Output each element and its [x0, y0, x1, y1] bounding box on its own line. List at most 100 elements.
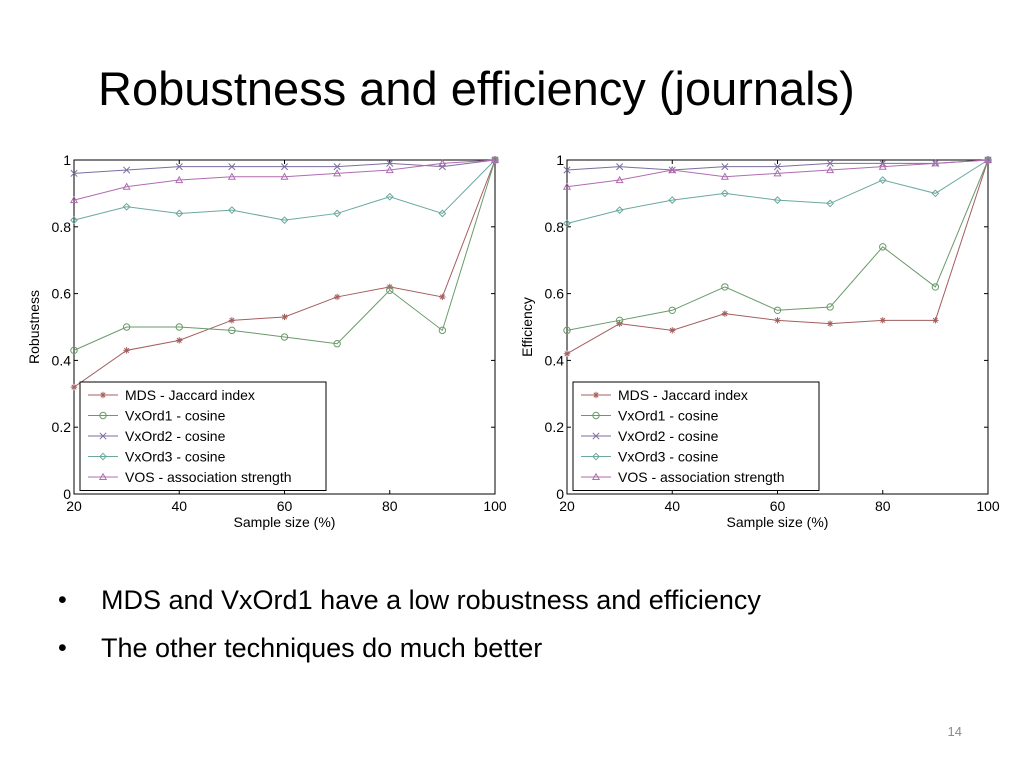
bullet-dot: •	[58, 634, 67, 662]
data-point	[280, 163, 289, 171]
x-tick-label: 100	[976, 498, 1000, 514]
legend-label: VxOrd1 - cosine	[125, 408, 226, 424]
data-point	[175, 323, 183, 331]
legend-label: VxOrd3 - cosine	[125, 449, 226, 465]
data-point	[773, 306, 782, 315]
data-point	[386, 286, 394, 294]
legend-marker	[98, 472, 108, 481]
y-tick-label: 0.4	[52, 352, 72, 368]
y-tick-label: 0.2	[545, 419, 565, 435]
legend-entry: VOS - association strength	[581, 469, 785, 485]
legend-entry: MDS - Jaccard index	[88, 387, 255, 403]
legend-box	[572, 381, 820, 491]
data-point	[70, 169, 78, 177]
legend-entry: VOS - association strength	[88, 469, 292, 485]
legend-marker	[99, 411, 107, 420]
data-point	[773, 163, 782, 171]
x-tick-label: 80	[382, 498, 398, 514]
data-point	[931, 283, 940, 291]
y-axis-label: Robustness	[26, 290, 42, 364]
series-vxord1-cosine	[70, 156, 499, 355]
data-point	[227, 206, 236, 215]
data-point	[280, 333, 289, 341]
data-point	[563, 326, 571, 335]
legend-box	[79, 381, 327, 491]
y-tick-label: 1	[63, 152, 71, 168]
legend-label: VOS - association strength	[618, 469, 785, 485]
data-point	[826, 165, 835, 174]
data-point	[438, 159, 447, 167]
y-tick-label: 1	[556, 152, 564, 168]
legend-entry: VxOrd2 - cosine	[581, 428, 719, 444]
data-point	[563, 350, 571, 357]
data-point	[123, 347, 130, 354]
data-point	[438, 326, 447, 335]
legend-label: VOS - association strength	[125, 469, 292, 485]
y-tick-label: 0	[556, 486, 564, 502]
x-axis-label: Sample size (%)	[727, 514, 829, 530]
legend-marker	[592, 391, 600, 399]
legend-marker	[592, 411, 600, 420]
series-vos-association-strength	[69, 155, 500, 204]
data-point	[70, 383, 78, 391]
data-point	[774, 317, 781, 324]
data-point	[721, 163, 729, 171]
data-point	[984, 156, 992, 164]
bullet-text: MDS and VxOrd1 have a low robustness and…	[101, 585, 761, 615]
x-tick-label: 20	[559, 498, 575, 514]
data-point	[70, 216, 78, 225]
y-tick-label: 0.6	[545, 286, 565, 302]
data-point	[333, 169, 342, 177]
efficiency-chart: 20 40 60 80 100 0 0.2 0.4 0.6 0.8 1 Sample size (%)…	[515, 148, 1005, 538]
legend-entry: MDS - Jaccard index	[581, 387, 748, 403]
data-point	[227, 172, 236, 180]
data-point	[616, 163, 624, 171]
data-point	[720, 189, 729, 198]
data-point	[773, 169, 782, 177]
series-vxord3-cosine	[563, 156, 992, 228]
series-line	[73, 159, 496, 221]
data-point	[228, 163, 236, 171]
series-vos-association-strength	[562, 155, 993, 190]
data-point	[333, 340, 341, 348]
bullet-text: The other techniques do much better	[101, 633, 543, 663]
legend-label: MDS - Jaccard index	[125, 387, 255, 403]
data-point	[720, 172, 729, 180]
x-tick-label: 20	[66, 498, 82, 514]
data-point	[826, 303, 834, 311]
x-tick-label: 40	[171, 498, 187, 514]
series-line	[566, 159, 989, 224]
data-point	[983, 155, 993, 164]
legend-entry: VxOrd2 - cosine	[88, 428, 226, 444]
bullet-dot: •	[58, 586, 67, 614]
legend-marker	[592, 452, 600, 461]
data-point	[931, 189, 940, 198]
legend-label: VxOrd2 - cosine	[125, 428, 226, 444]
data-point	[385, 165, 394, 174]
legend-marker	[99, 432, 107, 440]
data-point	[879, 243, 887, 251]
legend-entry: VxOrd3 - cosine	[88, 449, 226, 465]
y-axis-label: Efficiency	[519, 297, 535, 357]
series-line	[73, 159, 496, 351]
legend-marker	[99, 452, 107, 461]
data-point	[668, 196, 677, 204]
data-point	[70, 346, 78, 355]
data-point	[615, 175, 624, 184]
series-line	[566, 159, 989, 331]
legend-label: VxOrd2 - cosine	[618, 428, 719, 444]
chart-svg: 20 40 60 80 100 0 0.2 0.4 0.6 0.8 1 Sample size (%)…	[519, 152, 1000, 530]
bullet-item: • The other techniques do much better	[58, 628, 761, 676]
legend-entry: VxOrd1 - cosine	[88, 408, 226, 424]
data-point	[826, 199, 835, 208]
data-point	[721, 283, 729, 291]
bullet-item: • MDS and VxOrd1 have a low robustness a…	[58, 580, 761, 628]
data-point	[562, 182, 572, 190]
data-point	[932, 317, 939, 324]
data-point	[669, 327, 676, 334]
data-point	[615, 206, 624, 215]
data-point	[281, 313, 288, 321]
legend-entry: VxOrd3 - cosine	[581, 449, 719, 465]
data-point	[333, 293, 341, 301]
x-tick-label: 60	[770, 498, 786, 514]
